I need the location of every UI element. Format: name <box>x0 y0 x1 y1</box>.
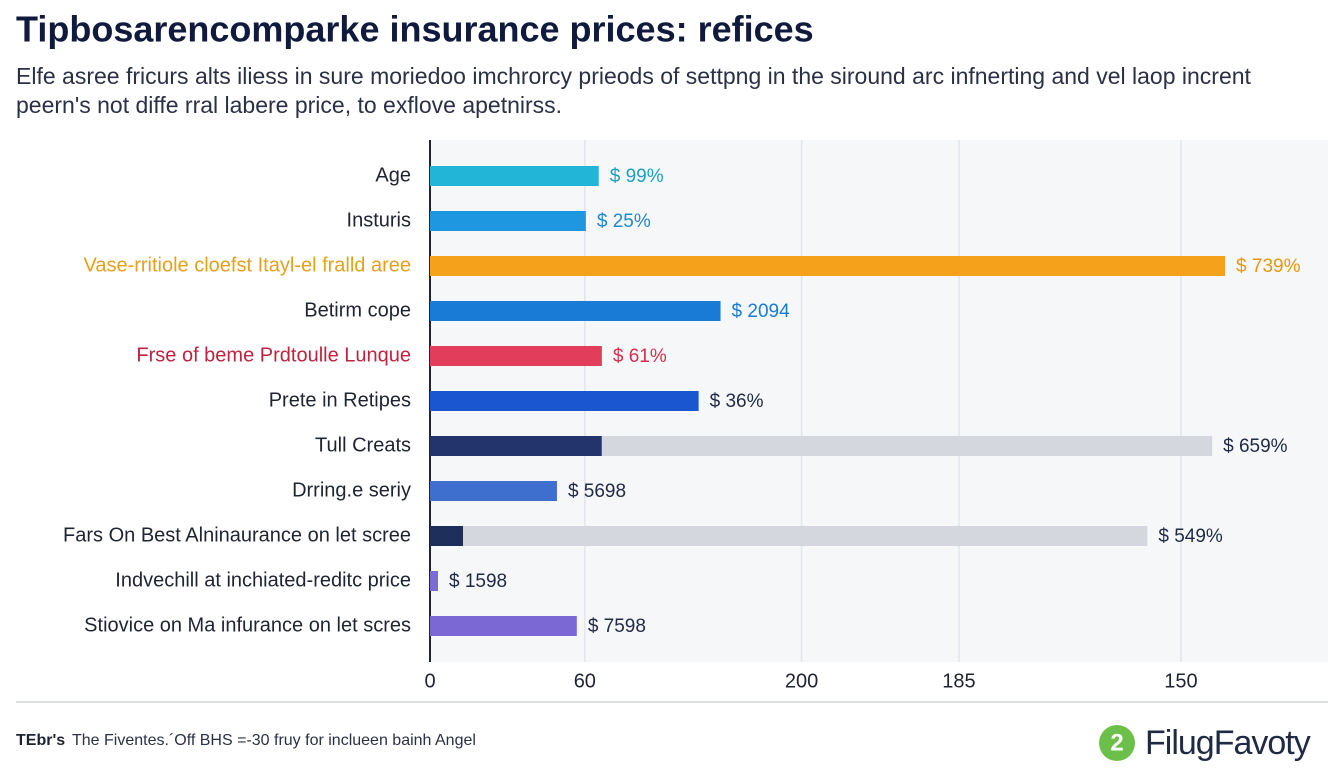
value-label: $ 5698 <box>568 481 626 502</box>
x-tick-label: 185 <box>942 670 975 692</box>
subtitle-line: Elfe asree fricurs alts iliess in sure m… <box>16 63 1252 89</box>
track-segment <box>463 526 1148 546</box>
value-label: $ 2094 <box>732 301 791 322</box>
bar <box>430 346 602 366</box>
bar <box>430 481 557 501</box>
bar <box>430 571 438 591</box>
x-tick-label: 60 <box>574 670 596 692</box>
logo-badge: 2 <box>1110 729 1123 756</box>
logo-name: FilugFavoty <box>1145 724 1311 762</box>
chart-title: Tipbosarencomparke insurance prices: ref… <box>16 9 814 50</box>
category-label: Age <box>375 164 411 186</box>
value-label: $ 25% <box>597 211 651 232</box>
category-label: Fars On Best Alninaurance on let scree <box>63 524 411 546</box>
plot: 0 60 200 185 150 Age $ 99% Insturis $ 25% Vase-rr… <box>63 140 1301 692</box>
value-label: $ 7598 <box>588 616 646 637</box>
category-label: Tull Creats <box>315 434 411 456</box>
bar <box>430 391 699 411</box>
value-label: $ 739% <box>1236 256 1301 277</box>
category-label: Drring.e seriy <box>292 479 411 501</box>
footnote: The Fiventes.´Off BHS =-30 fruy for incl… <box>72 732 476 749</box>
bar <box>430 256 1226 276</box>
footnote-lead: TEbr's <box>16 732 65 749</box>
x-tick-label: 0 <box>424 670 435 692</box>
bar <box>430 616 577 636</box>
category-label: Vase-rritiole cloefst Itayl-el fralld ar… <box>83 254 411 276</box>
x-tick-label: 150 <box>1164 670 1197 692</box>
category-label: Betirm cope <box>304 299 411 321</box>
logo-badge-bg <box>1099 725 1135 761</box>
value-label: $ 1598 <box>449 571 507 592</box>
value-label: $ 549% <box>1158 526 1223 547</box>
value-label: $ 659% <box>1223 436 1288 457</box>
bar <box>430 526 464 546</box>
category-label: Insturis <box>347 209 411 231</box>
category-label: Prete in Retipes <box>269 389 411 411</box>
category-label: Indvechill at inchiated-reditc price <box>115 569 411 591</box>
bar <box>430 301 721 321</box>
value-label: $ 36% <box>710 391 764 412</box>
bar <box>430 436 602 456</box>
x-tick-label: 200 <box>785 670 818 692</box>
value-label: $ 61% <box>613 346 667 367</box>
category-label: Stiovice on Ma infurance on let scres <box>84 614 411 636</box>
category-label: Frse of beme Prdtoulle Lunque <box>136 344 411 366</box>
value-label: $ 99% <box>610 166 664 187</box>
bar <box>430 166 599 186</box>
track-segment <box>601 436 1213 456</box>
bar <box>430 211 586 231</box>
subtitle-line: peern's not diffe rral labere price, to … <box>16 92 562 118</box>
